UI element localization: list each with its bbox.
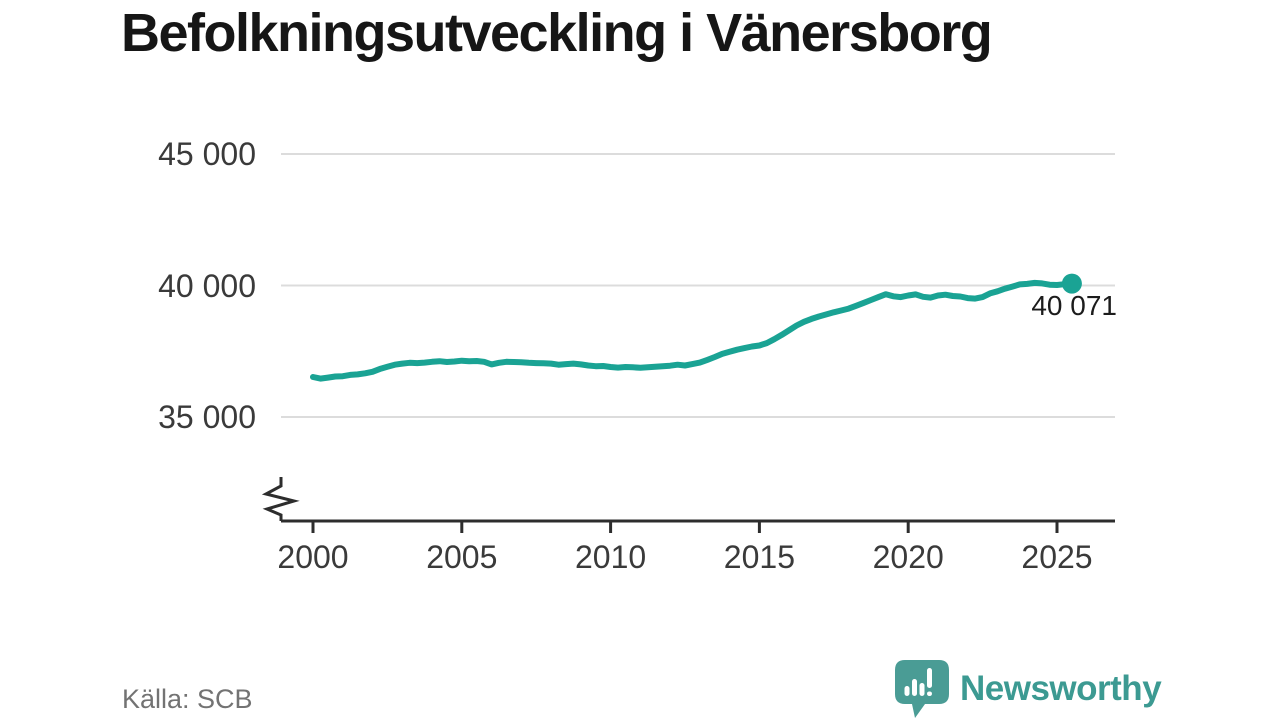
x-axis-label: 2020 bbox=[872, 539, 944, 575]
series-line bbox=[310, 279, 1075, 382]
y-axis-label: 45 000 bbox=[158, 136, 256, 172]
x-axis-label: 2005 bbox=[426, 539, 498, 575]
x-axis-label: 2000 bbox=[277, 539, 349, 575]
newsworthy-logo-text: Newsworthy bbox=[960, 669, 1162, 708]
gridlines bbox=[281, 153, 1115, 418]
x-axis-label: 2025 bbox=[1021, 539, 1093, 575]
end-value-label: 40 071 bbox=[1031, 290, 1117, 321]
axis-break-icon bbox=[261, 477, 300, 521]
newsworthy-logo: Newsworthy bbox=[895, 660, 1162, 718]
y-axis-label: 40 000 bbox=[158, 267, 256, 304]
y-axis-label: 35 000 bbox=[158, 399, 256, 435]
page-title: Befolkningsutveckling i Vänersborg bbox=[121, 3, 993, 63]
x-axis-ticks bbox=[311, 521, 1059, 533]
source-label: Källa: SCB bbox=[122, 684, 253, 714]
x-axis-label: 2015 bbox=[723, 539, 795, 575]
x-axis-label: 2010 bbox=[575, 539, 647, 575]
series-endpoint-dot bbox=[1061, 273, 1082, 294]
newsworthy-logo-icon bbox=[895, 660, 949, 718]
